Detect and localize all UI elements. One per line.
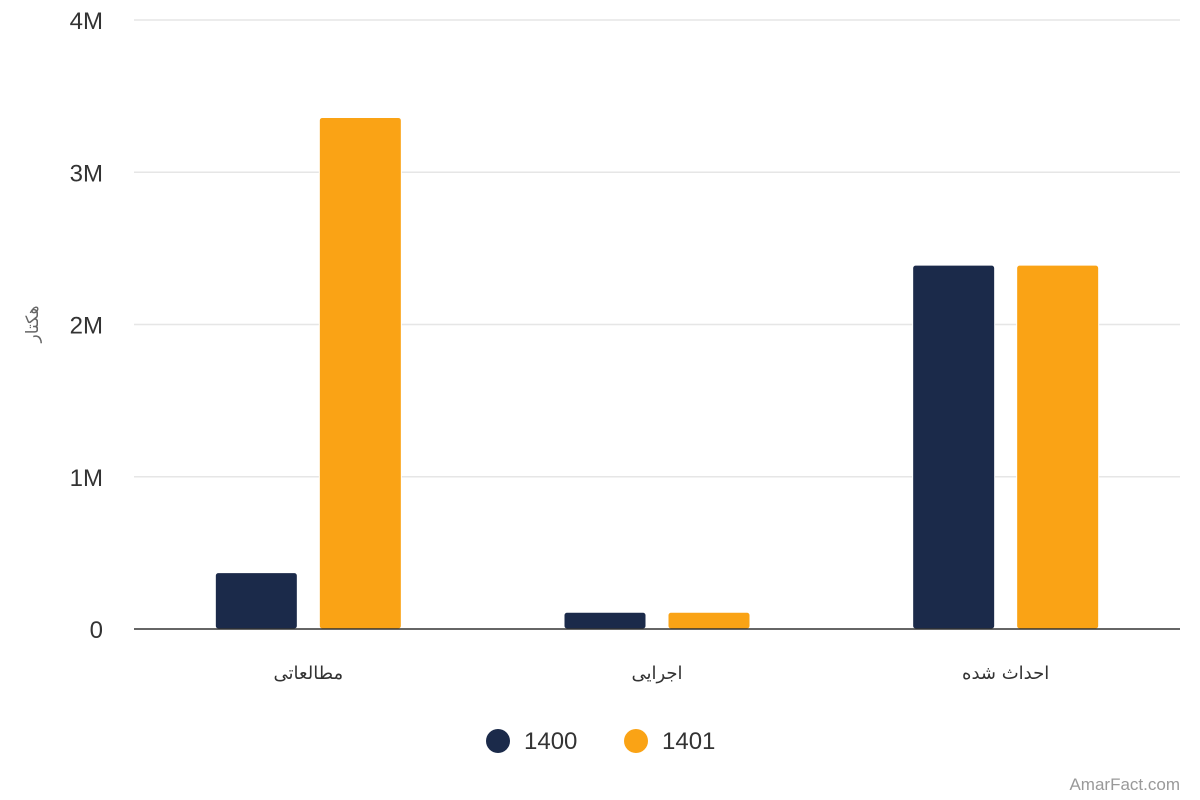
y-axis-ticks: 0 1M 2M 3M 4M [70, 8, 103, 644]
y-tick-label: 3M [70, 160, 103, 187]
bar-1400-2 [563, 611, 647, 630]
bar-1401-1 [318, 116, 402, 630]
y-tick-label: 4M [70, 8, 103, 35]
bars [214, 116, 1100, 630]
bar-1401-2 [667, 611, 751, 630]
legend-label-1401: 1401 [662, 728, 715, 755]
watermark: AmarFact.com [1069, 775, 1180, 794]
legend-label-1400: 1400 [524, 728, 577, 755]
bar-1400-1 [214, 572, 298, 630]
y-tick-label: 1M [70, 465, 103, 492]
legend: 1400 1401 [486, 728, 715, 755]
y-tick-label: 0 [90, 617, 103, 644]
bar-1401-3 [1016, 264, 1100, 630]
gridlines [134, 19, 1180, 478]
bar-1400-3 [912, 264, 996, 630]
x-axis-labels: مطالعاتی اجرایی احداث شده [274, 663, 1050, 684]
legend-marker-1400 [486, 729, 510, 753]
y-tick-label: 2M [70, 313, 103, 340]
legend-marker-1401 [624, 729, 648, 753]
y-axis-label: هکتار [23, 306, 43, 344]
x-tick-label: مطالعاتی [274, 663, 344, 684]
x-tick-label: اجرایی [631, 663, 682, 684]
x-tick-label: احداث شده [962, 663, 1049, 684]
